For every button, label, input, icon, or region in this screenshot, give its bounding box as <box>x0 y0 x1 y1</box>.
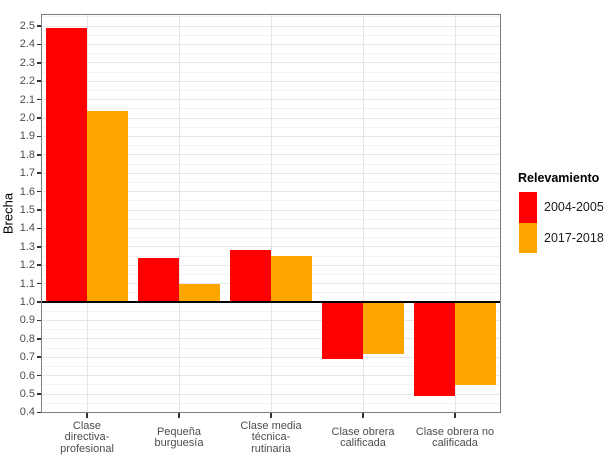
bar <box>87 110 128 302</box>
gridline-major-v <box>362 14 364 413</box>
bar <box>455 302 496 385</box>
y-tick-label: 2.4 <box>19 38 35 51</box>
legend-swatch <box>519 192 537 223</box>
baseline-hline <box>41 301 501 303</box>
gridline-major-v <box>178 14 180 413</box>
gridline-major-v <box>454 14 456 413</box>
y-tick-mark <box>36 154 41 156</box>
y-tick-label: 2.2 <box>19 75 35 88</box>
bar <box>230 250 271 302</box>
y-tick-label: 2.5 <box>19 20 35 32</box>
y-tick-mark <box>36 411 41 414</box>
x-tick-mark <box>178 413 180 418</box>
x-tick-mark <box>86 413 88 418</box>
y-tick-mark <box>36 62 41 64</box>
legend-item-label: 2004-2005 <box>544 200 604 215</box>
y-tick-mark <box>36 80 41 82</box>
plot-panel <box>41 14 501 413</box>
y-tick-mark <box>36 25 41 27</box>
y-tick-mark <box>36 264 41 266</box>
y-tick-mark <box>36 356 41 358</box>
x-tick-label: Clase obrera no calificada <box>415 425 495 449</box>
y-tick-mark <box>36 246 41 248</box>
legend: Relevamiento 2004-2005 2017-2018 <box>518 171 604 253</box>
x-tick-mark <box>270 413 272 418</box>
y-tick-mark <box>36 117 41 119</box>
y-tick-label: 1.0 <box>19 296 35 308</box>
y-tick-label: 2.1 <box>19 93 35 106</box>
y-tick-label: 0.9 <box>19 314 35 327</box>
y-tick-label: 1.3 <box>19 240 35 253</box>
x-tick-label: Clase media técnica- rutinaria <box>240 419 302 455</box>
gridline-major-v <box>270 14 272 413</box>
y-tick-mark <box>36 227 41 230</box>
bar <box>138 257 179 302</box>
legend-swatch <box>519 222 537 253</box>
y-tick-mark <box>36 209 41 211</box>
y-tick-label: 1.8 <box>19 148 35 161</box>
y-tick-label: 1.2 <box>19 259 35 272</box>
legend-item-label: 2017-2018 <box>544 230 604 245</box>
x-tick-mark <box>362 413 364 418</box>
y-tick-label: 2.3 <box>19 56 35 69</box>
legend-item: 2017-2018 <box>519 222 604 253</box>
y-tick-mark <box>36 374 41 377</box>
y-tick-label: 1.4 <box>19 222 35 235</box>
bar <box>271 256 312 302</box>
y-tick-label: 1.7 <box>19 167 35 180</box>
bar <box>414 302 455 396</box>
y-tick-mark <box>36 301 41 303</box>
y-tick-mark <box>36 172 41 174</box>
y-tick-mark <box>36 135 41 138</box>
bar <box>322 302 363 360</box>
y-tick-label: 1.6 <box>19 185 35 198</box>
y-tick-label: 1.1 <box>19 277 35 290</box>
x-tick-mark <box>454 413 456 418</box>
y-tick-label: 0.6 <box>19 369 35 382</box>
y-tick-mark <box>36 190 41 193</box>
y-tick-mark <box>36 282 41 285</box>
legend-item: 2004-2005 <box>519 192 604 223</box>
bar <box>363 302 404 354</box>
y-tick-label: 1.5 <box>19 204 35 216</box>
y-tick-label: 0.8 <box>19 332 35 345</box>
y-tick-label: 0.5 <box>19 388 35 400</box>
bar <box>46 27 87 302</box>
y-tick-mark <box>36 338 41 340</box>
legend-keys: 2004-2005 2017-2018 <box>518 192 604 253</box>
x-tick-label: Clase directiva- profesional <box>60 419 114 455</box>
bar <box>179 283 220 302</box>
y-tick-label: 1.9 <box>19 130 35 143</box>
x-tick-label: Pequeña burguesía <box>154 425 204 449</box>
y-tick-mark <box>36 98 41 101</box>
y-tick-mark <box>36 43 41 46</box>
y-tick-label: 2.0 <box>19 112 35 124</box>
y-tick-mark <box>36 393 41 395</box>
y-tick-label: 0.7 <box>19 351 35 364</box>
legend-title: Relevamiento <box>518 171 600 185</box>
y-tick-mark <box>36 319 41 322</box>
x-tick-label: Clase obrera calificada <box>331 425 395 449</box>
y-tick-label: 0.4 <box>19 406 35 419</box>
